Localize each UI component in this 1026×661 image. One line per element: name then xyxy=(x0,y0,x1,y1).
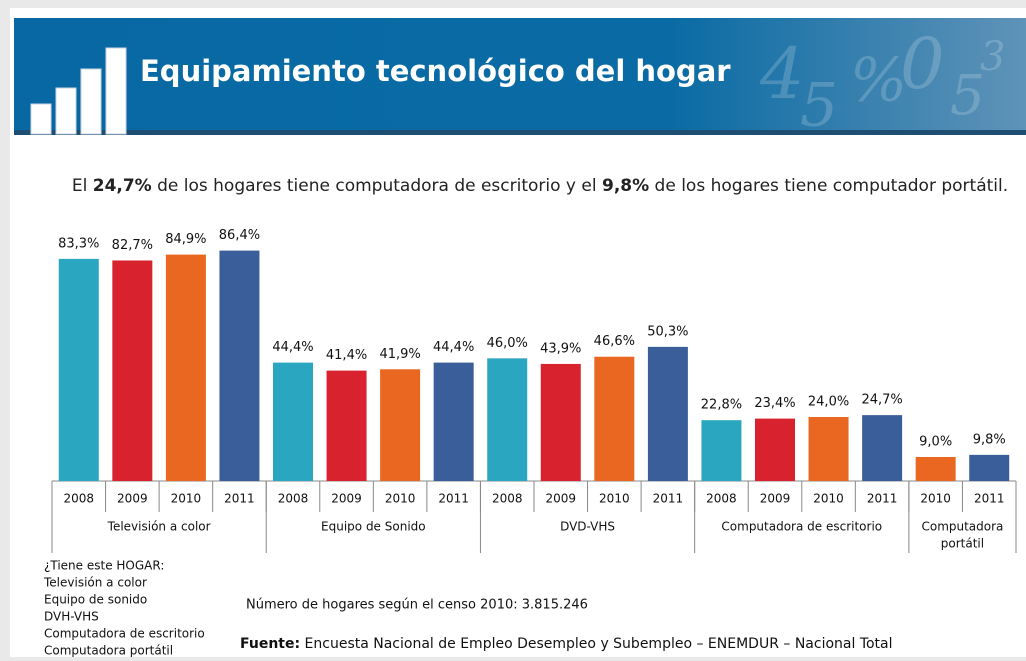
note-line: DVH-VHS xyxy=(44,610,99,624)
x-tick-label: 2011 xyxy=(438,492,469,506)
x-tick-label: 2011 xyxy=(974,492,1005,506)
subtitle-part: 24,7% xyxy=(93,176,152,196)
svg-text:5: 5 xyxy=(950,63,985,127)
x-tick-label: 2010 xyxy=(385,492,416,506)
bar xyxy=(165,254,206,481)
data-label: 84,9% xyxy=(165,232,206,247)
bar xyxy=(594,356,635,481)
svg-text:5: 5 xyxy=(800,71,838,141)
group-label: portátil xyxy=(941,537,984,551)
bar xyxy=(701,420,742,481)
title: Equipamiento tecnológico del hogar xyxy=(140,54,731,88)
bar xyxy=(862,415,903,481)
note-line: Computadora portátil xyxy=(44,644,173,658)
notes: ¿Tiene este HOGAR: Televisión a color Equi… xyxy=(43,559,893,658)
x-tick-label: 2008 xyxy=(492,492,523,506)
data-label: 23,4% xyxy=(754,396,795,411)
x-tick-label: 2010 xyxy=(813,492,844,506)
x-tick-label: 2009 xyxy=(760,492,791,506)
note-line: Equipo de sonido xyxy=(44,593,147,607)
bar xyxy=(969,454,1010,481)
group-label: Equipo de Sonido xyxy=(321,520,426,534)
data-label: 46,0% xyxy=(487,336,528,351)
data-label: 9,0% xyxy=(919,435,952,450)
bar xyxy=(273,362,313,481)
x-tick-label: 2010 xyxy=(171,492,202,506)
header-band xyxy=(14,18,1026,133)
data-label: 46,6% xyxy=(594,334,635,349)
subtitle-part: El xyxy=(72,176,93,196)
x-tick-label: 2009 xyxy=(546,492,577,506)
bar xyxy=(487,358,528,481)
bar xyxy=(58,258,99,481)
data-label: 24,0% xyxy=(808,395,849,410)
svg-text:4: 4 xyxy=(759,33,805,115)
data-label: 83,3% xyxy=(58,236,99,251)
note-line: Televisión a color xyxy=(43,576,147,590)
x-tick-label: 2009 xyxy=(117,492,148,506)
data-label: 44,4% xyxy=(433,340,474,355)
households-note: Número de hogares según el censo 2010: 3… xyxy=(246,598,588,613)
svg-text:%: % xyxy=(850,46,907,116)
note-line: Computadora de escritorio xyxy=(44,627,205,641)
source-label: Fuente: xyxy=(240,636,300,652)
subtitle-part: de los hogares tiene computador portátil… xyxy=(649,176,1008,196)
x-tick-label: 2010 xyxy=(920,492,951,506)
bar xyxy=(219,250,260,481)
bar xyxy=(755,418,795,481)
group-label: Computadora xyxy=(921,520,1003,534)
x-tick-label: 2008 xyxy=(64,492,95,506)
bar xyxy=(326,370,367,481)
bar xyxy=(380,369,421,481)
header-icon xyxy=(30,47,127,135)
bar xyxy=(808,417,849,481)
data-label: 41,9% xyxy=(379,347,420,362)
data-label: 82,7% xyxy=(112,238,153,253)
data-label: 44,4% xyxy=(272,340,313,355)
data-label: 22,8% xyxy=(701,398,742,413)
data-label: 50,3% xyxy=(647,324,688,339)
note-line: ¿Tiene este HOGAR: xyxy=(44,559,164,573)
group-label: Televisión a color xyxy=(107,520,211,534)
x-tick-label: 2011 xyxy=(867,492,898,506)
data-label: 41,4% xyxy=(326,348,367,363)
svg-text:3: 3 xyxy=(980,34,1005,80)
header-decoration: 45% 0 53 xyxy=(759,23,1005,141)
x-tick-label: 2010 xyxy=(599,492,630,506)
subtitle-part: 9,8% xyxy=(602,176,649,196)
x-tick-label: 2008 xyxy=(706,492,737,506)
source-note: Fuente: Encuesta Nacional de Empleo Dese… xyxy=(240,636,893,652)
data-label: 9,8% xyxy=(973,432,1006,447)
bar xyxy=(112,260,153,481)
source-text: Encuesta Nacional de Empleo Desempleo y … xyxy=(300,636,892,652)
group-label: Computadora de escritorio xyxy=(721,520,882,534)
bar xyxy=(647,346,688,481)
x-tick-label: 2009 xyxy=(331,492,362,506)
x-tick-label: 2011 xyxy=(653,492,684,506)
data-label: 86,4% xyxy=(219,228,260,243)
x-tick-label: 2008 xyxy=(278,492,309,506)
group-label: DVD-VHS xyxy=(560,520,615,534)
bar xyxy=(433,362,474,481)
data-label: 24,7% xyxy=(861,393,902,408)
data-label: 43,9% xyxy=(540,341,581,356)
bar xyxy=(915,457,956,481)
subtitle: El 24,7% de los hogares tiene computador… xyxy=(72,176,1008,196)
chart: 83,3% 2008 82,7% 2009 84,9% 2010 86,4% 2011 Tele… xyxy=(51,228,1017,553)
subtitle-part: de los hogares tiene computadora de escr… xyxy=(152,176,602,196)
x-tick-label: 2011 xyxy=(224,492,255,506)
bar xyxy=(540,363,581,481)
header-shadow xyxy=(14,130,1026,135)
svg-text:0: 0 xyxy=(900,23,945,105)
